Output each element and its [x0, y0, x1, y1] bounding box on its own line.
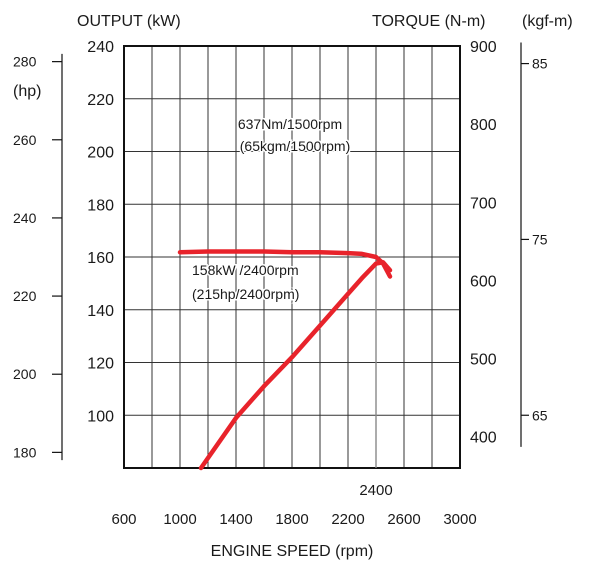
nm-tick-label: 400: [470, 430, 497, 447]
x-tick-label: 2200: [331, 511, 364, 528]
kw-tick-label: 220: [87, 92, 114, 109]
kw-tick-label: 180: [87, 197, 114, 214]
nm-tick-label: 700: [470, 195, 497, 212]
torque-data-point: [263, 250, 265, 253]
nm-tick-label: 500: [470, 352, 497, 369]
torque-data-point: [319, 251, 321, 254]
output-data-point: [347, 293, 349, 295]
x-tick-label: 1400: [219, 511, 252, 528]
output-data-point: [319, 324, 321, 327]
torque-data-point: [207, 250, 209, 253]
torque-data-point: [361, 253, 363, 255]
kw-tick-label: 160: [87, 250, 114, 267]
torque-data-point: [389, 275, 391, 278]
output-curve: [198, 260, 393, 471]
plot-border: [123, 45, 461, 469]
kgfm-tick-label: 75: [532, 231, 548, 247]
output-hp-axis-title: (hp): [13, 83, 41, 100]
torque-data-point: [235, 250, 237, 253]
kw-tick-label: 140: [87, 303, 114, 320]
output-data-point: [382, 261, 384, 264]
tick-labels: 280 260 240 220 200 180 85 75 65 240 220 200 180 160 1…: [13, 39, 548, 528]
x-tick-label: 2600: [387, 511, 420, 528]
hp-tick-label: 260: [13, 132, 37, 148]
kw-tick-label: 100: [87, 408, 114, 425]
power-peak-hp-annotation: (215hp/2400rpm): [192, 286, 299, 302]
x-tick-label: 3000: [443, 511, 476, 528]
hp-tick-label: 220: [13, 288, 37, 304]
nm-tick-label: 900: [470, 39, 497, 56]
hp-tick-label: 200: [13, 366, 37, 382]
output-kw-axis-title: OUTPUT (kW): [77, 13, 181, 30]
hp-tick-label: 280: [13, 54, 37, 70]
torque-data-point: [179, 251, 181, 254]
output-data-point: [263, 385, 265, 388]
series-layer: [177, 249, 393, 471]
power-peak-annotation: 158kW /2400rpm: [192, 262, 299, 278]
x-tick-label: 1800: [275, 511, 308, 528]
nm-tick-label: 800: [470, 117, 497, 134]
output-data-point: [375, 262, 377, 265]
torque-peak-annotation: 637Nm/1500rpm: [238, 116, 342, 132]
torque-nm-axis-title: TORQUE (N-m): [372, 13, 485, 30]
kw-tick-label: 120: [87, 356, 114, 373]
rated-speed-label: 2400: [359, 482, 392, 499]
torque-peak-kgm-annotation: (65kgm/1500rpm): [240, 138, 351, 154]
torque-data-point: [291, 251, 293, 254]
hp-tick-label: 180: [13, 444, 37, 460]
plot-frame: [52, 42, 529, 469]
annotations: 637Nm/1500rpm (65kgm/1500rpm) 158kW /2400r…: [191, 115, 393, 500]
kgfm-tick-label: 65: [532, 407, 548, 423]
torque-kgfm-axis-title: (kgf-m): [522, 13, 573, 30]
torque-data-point: [375, 256, 377, 258]
torque-data-point: [347, 252, 349, 254]
output-data-point: [291, 356, 293, 359]
nm-tick-label: 600: [470, 273, 497, 290]
x-tick-label: 600: [111, 511, 136, 528]
kgfm-tick-label: 85: [532, 56, 548, 72]
hp-tick-label: 240: [13, 210, 37, 226]
kw-tick-label: 240: [87, 39, 114, 56]
output-data-point: [361, 277, 363, 279]
x-tick-label: 1000: [163, 511, 196, 528]
kw-tick-label: 200: [87, 145, 114, 162]
output-data-point: [235, 417, 237, 419]
plot-grid: [124, 46, 460, 468]
output-data-point: [200, 467, 202, 469]
output-data-point: [389, 269, 391, 271]
x-axis-title: ENGINE SPEED (rpm): [211, 543, 374, 560]
